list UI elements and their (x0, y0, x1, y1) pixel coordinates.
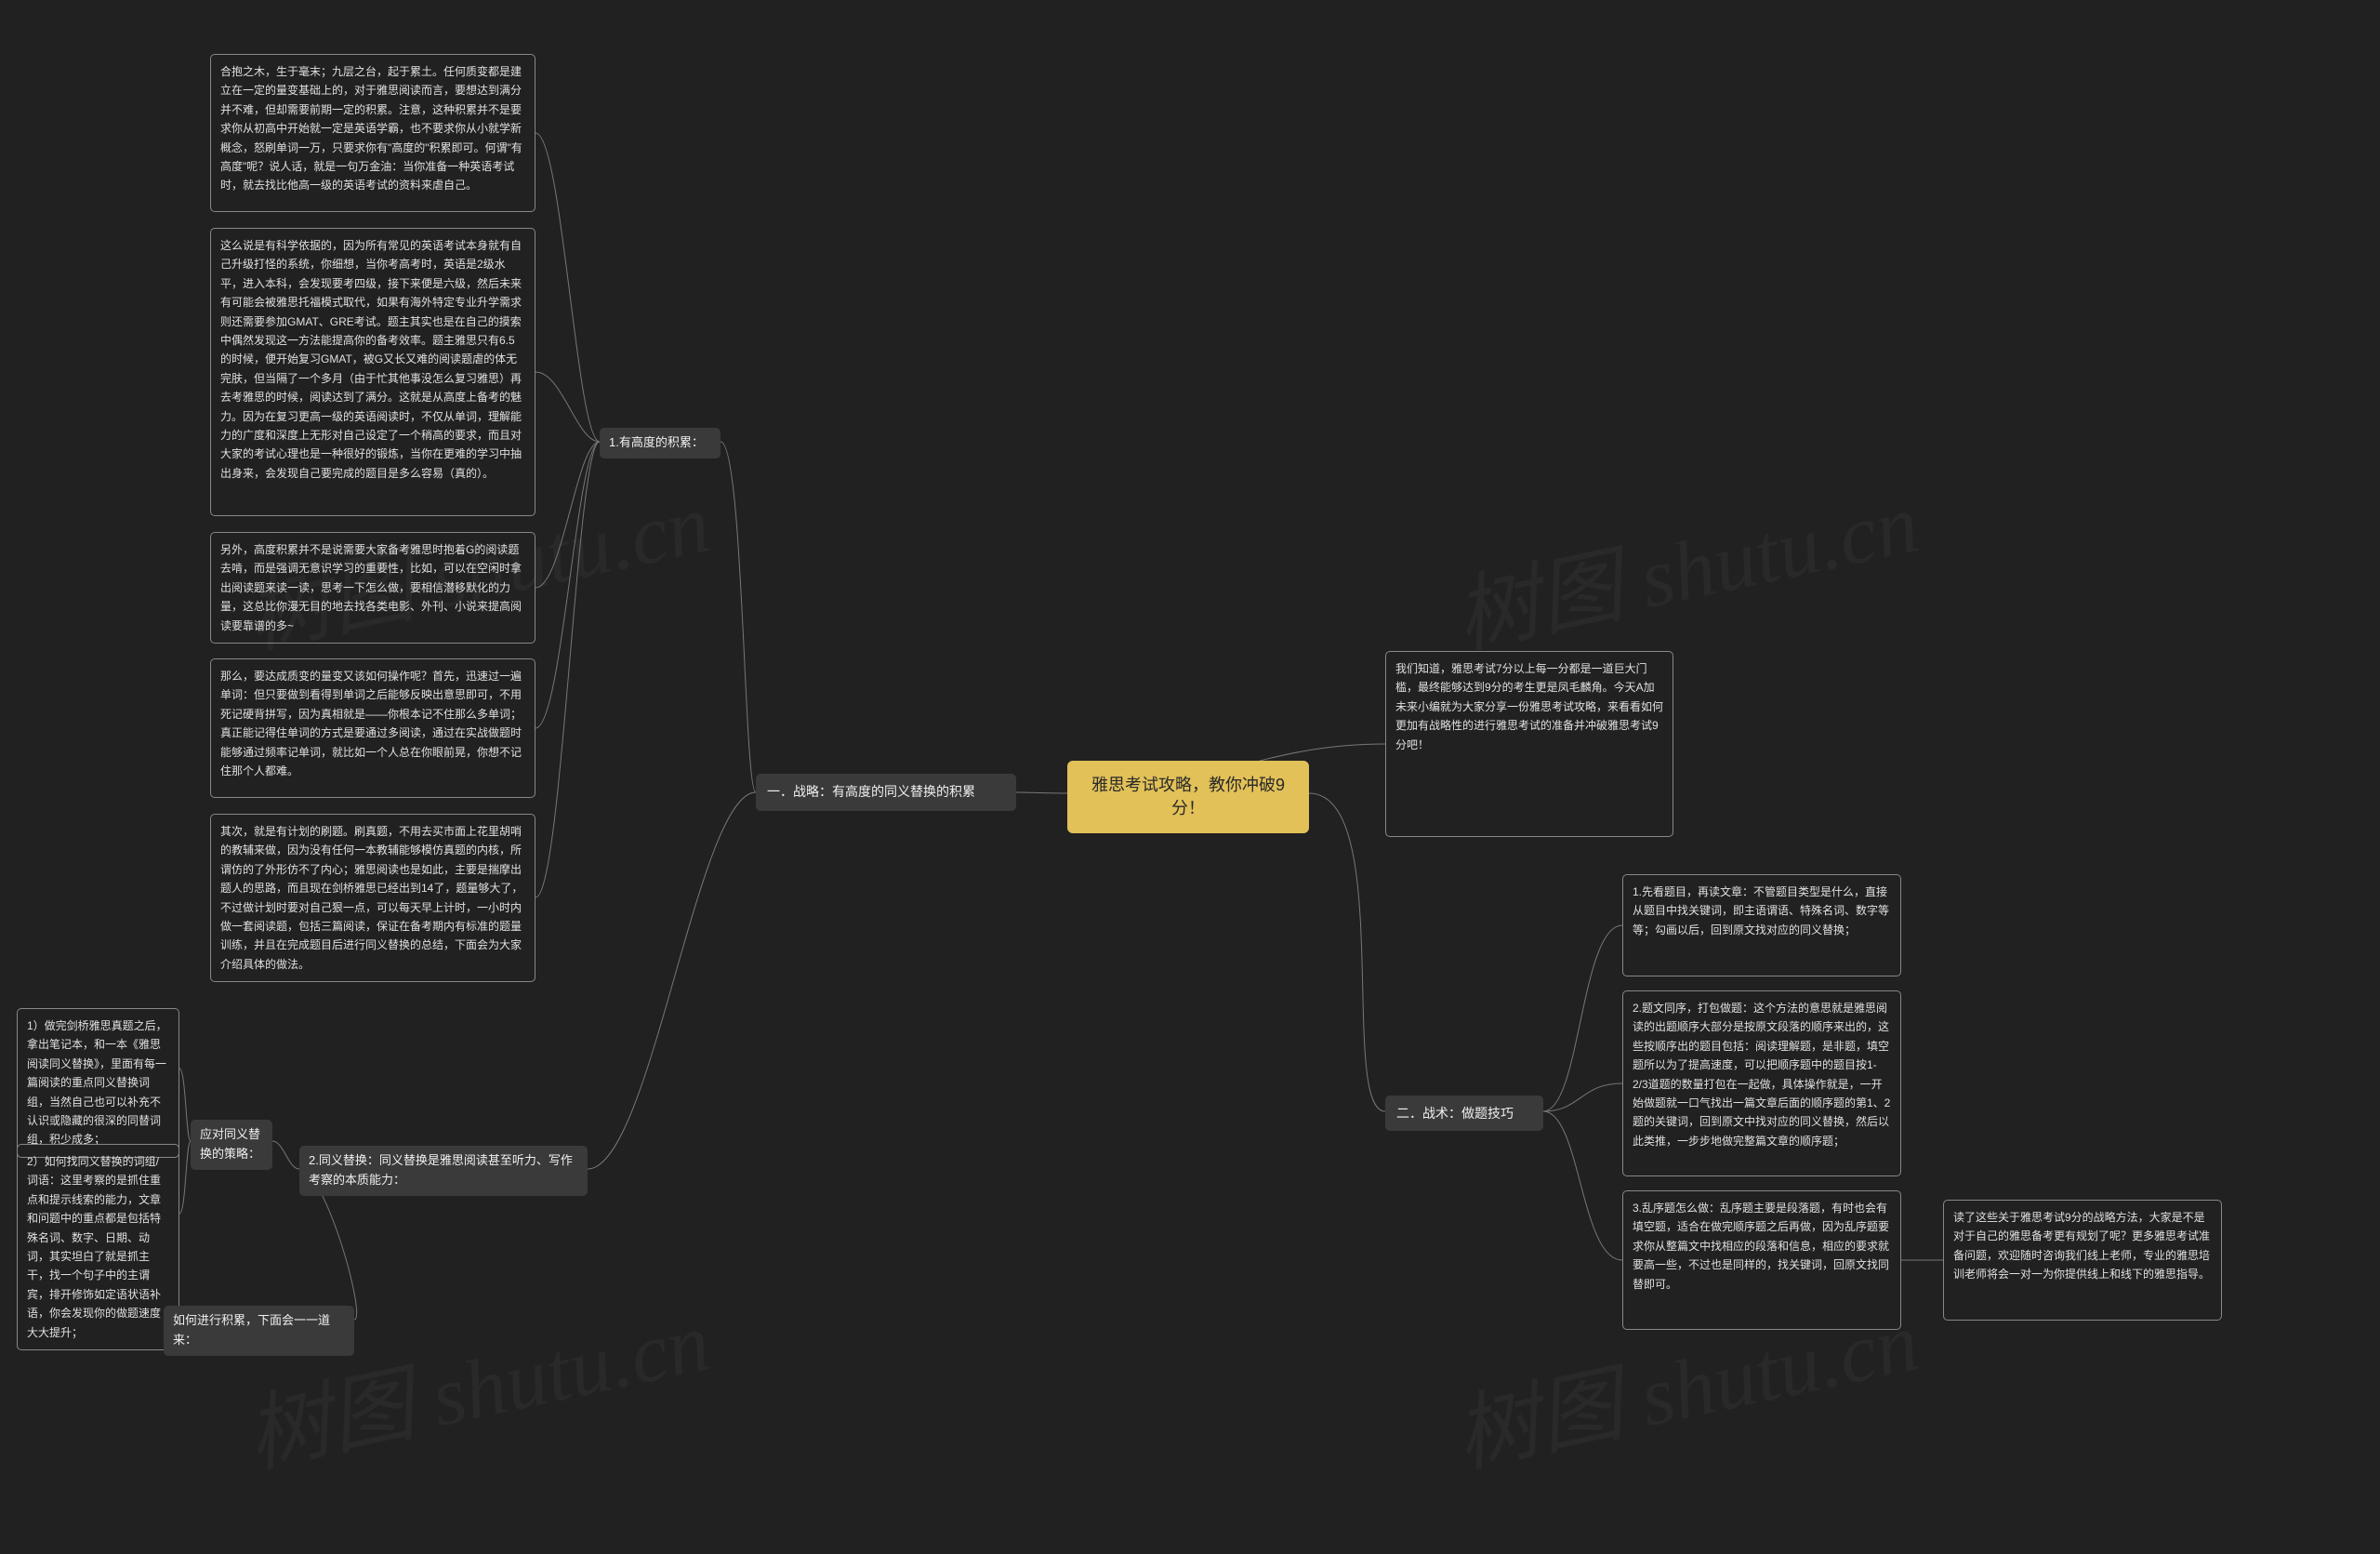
accumulation-sub[interactable]: 1.有高度的积累： (600, 428, 721, 458)
edge (536, 442, 600, 897)
intro-leaf[interactable]: 我们知道，雅思考试7分以上每一分都是一道巨大门槛，最终能够达到9分的考生更是凤毛… (1385, 651, 1673, 837)
tactic-2[interactable]: 2.题文同序，打包做题：这个方法的意思就是雅思阅读的出题顺序大部分是按原文段落的… (1622, 990, 1901, 1176)
edge (1543, 1083, 1622, 1111)
edge (179, 1141, 191, 1214)
edge (536, 442, 600, 588)
accum-leaf-c[interactable]: 另外，高度积累并不是说需要大家备考雅思时抱着G的阅读题去啃，而是强调无意识学习的… (210, 532, 536, 644)
accum-leaf-e[interactable]: 其次，就是有计划的刷题。刷真题，不用去买市面上花里胡哨的教辅来做，因为没有任何一… (210, 814, 536, 982)
edge (588, 792, 756, 1169)
tactic-3[interactable]: 3.乱序题怎么做：乱序题主要是段落题，有时也会有填空题，适合在做完顺序题之后再做… (1622, 1190, 1901, 1330)
syn-leaf-1[interactable]: 1）做完剑桥雅思真题之后，拿出笔记本，和一本《雅思阅读同义替换》，里面有每一篇阅… (17, 1008, 179, 1158)
strategy-branch[interactable]: 一．战略：有高度的同义替换的积累 (756, 774, 1016, 811)
tactics-branch[interactable]: 二．战术：做题技巧 (1385, 1096, 1543, 1131)
edge (1543, 925, 1622, 1111)
edge (1016, 792, 1067, 793)
accum-leaf-b[interactable]: 这么说是有科学依据的，因为所有常见的英语考试本身就有自己升级打怪的系统，你细想，… (210, 228, 536, 516)
synonym-strategy[interactable]: 应对同义替换的策略： (191, 1120, 272, 1170)
how-accumulate[interactable]: 如何进行积累，下面会一一道来： (164, 1306, 354, 1356)
conclusion-leaf[interactable]: 读了这些关于雅思考试9分的战略方法，大家是不是对于自己的雅思备考更有规划了呢？更… (1943, 1200, 2222, 1321)
edge (536, 372, 600, 442)
edge (721, 442, 756, 792)
edge (536, 133, 600, 442)
syn-leaf-2[interactable]: 2）如何找同义替换的词组/词语：这里考察的是抓住重点和提示线索的能力，文章和问题… (17, 1144, 179, 1350)
edge (179, 1069, 191, 1141)
edge (536, 442, 600, 728)
accum-leaf-a[interactable]: 合抱之木，生于毫末；九层之台，起于累土。任何质变都是建立在一定的量变基础上的，对… (210, 54, 536, 212)
accum-leaf-d[interactable]: 那么，要达成质变的量变又该如何操作呢？首先，迅速过一遍单词：但只要做到看得到单词… (210, 658, 536, 798)
edge (1309, 793, 1385, 1111)
watermark: 树图 shutu.cn (1443, 455, 1927, 671)
root-node[interactable]: 雅思考试攻略，教你冲破9分！ (1067, 761, 1309, 833)
edge (272, 1141, 299, 1169)
synonym-sub[interactable]: 2.同义替换：同义替换是雅思阅读甚至听力、写作考察的本质能力： (299, 1146, 588, 1196)
tactic-1[interactable]: 1.先看题目，再读文章：不管题目类型是什么，直接从题目中找关键词，即主语谓语、特… (1622, 874, 1901, 976)
edge (1543, 1111, 1622, 1260)
